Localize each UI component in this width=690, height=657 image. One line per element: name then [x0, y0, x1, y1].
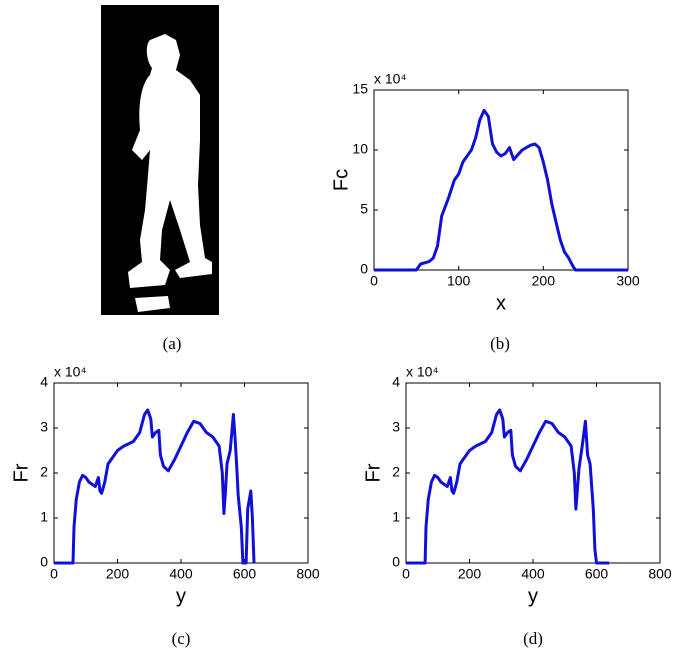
y-tick-label: 4: [392, 374, 400, 390]
x-tick-label: 0: [402, 566, 410, 582]
y-tick-label: 4: [40, 374, 48, 390]
data-line: [54, 408, 256, 565]
x-tick-label: 100: [447, 273, 471, 289]
y-axis-label: Fr: [10, 463, 32, 482]
y-tick-label: 2: [392, 464, 400, 480]
axis-multiplier: x 10⁴: [406, 364, 438, 380]
x-tick-label: 800: [296, 566, 320, 582]
x-tick-label: 600: [585, 566, 609, 582]
y-tick-label: 5: [360, 201, 368, 217]
caption: (d): [523, 629, 543, 648]
x-axis-label: x: [496, 292, 506, 314]
x-axis-label: y: [528, 585, 538, 607]
caption: (b): [490, 334, 510, 353]
x-tick-label: 200: [458, 566, 482, 582]
caption: (c): [172, 629, 191, 648]
x-tick-label: 400: [521, 566, 545, 582]
x-axis-label: y: [176, 585, 186, 607]
silhouette-image: [101, 5, 219, 315]
y-tick-label: 3: [392, 419, 400, 435]
x-tick-label: 0: [370, 273, 378, 289]
caption: (a): [163, 334, 182, 353]
y-tick-label: 10: [352, 141, 368, 157]
y-tick-label: 15: [352, 81, 368, 97]
x-tick-label: 400: [169, 566, 193, 582]
axes-box: [405, 382, 661, 564]
x-tick-label: 0: [50, 566, 58, 582]
y-axis-label: Fc: [330, 169, 352, 191]
x-tick-label: 300: [616, 273, 640, 289]
axes-box: [53, 382, 309, 564]
x-tick-label: 800: [648, 566, 672, 582]
y-tick-label: 0: [40, 554, 48, 570]
axes-box: [373, 89, 629, 271]
x-tick-label: 200: [106, 566, 130, 582]
y-tick-label: 0: [360, 261, 368, 277]
y-tick-label: 1: [40, 509, 48, 525]
y-tick-label: 0: [392, 554, 400, 570]
y-axis-label: Fr: [362, 463, 384, 482]
y-tick-label: 3: [40, 419, 48, 435]
y-tick-label: 1: [392, 509, 400, 525]
x-tick-label: 600: [233, 566, 257, 582]
data-line: [374, 108, 628, 272]
y-tick-label: 2: [40, 464, 48, 480]
x-tick-label: 200: [532, 273, 556, 289]
axis-multiplier: x 10⁴: [374, 71, 406, 87]
data-line: [406, 408, 610, 565]
axis-multiplier: x 10⁴: [54, 364, 86, 380]
